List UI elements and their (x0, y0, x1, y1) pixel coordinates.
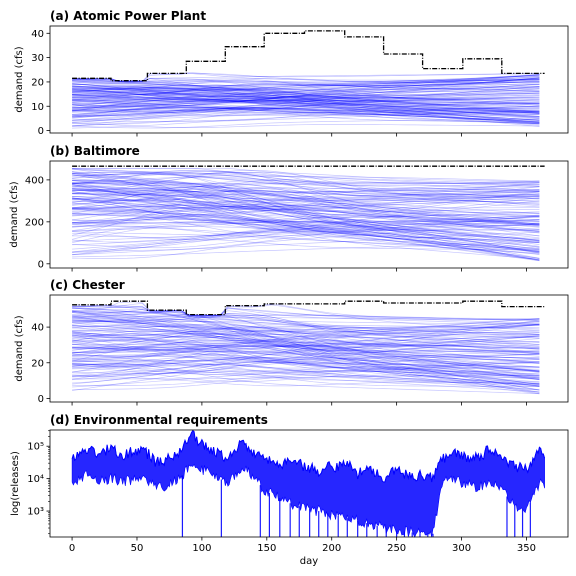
y-tick-label: 400 (25, 175, 44, 186)
x-tick-label: 200 (322, 543, 341, 554)
y-tick-label: 10³ (27, 507, 44, 518)
x-tick-label: 0 (69, 543, 75, 554)
y-tick-label: 40 (31, 29, 44, 40)
panel-d-ylabel: log(releases) (10, 451, 21, 516)
y-tick-label: 10⁴ (27, 474, 44, 485)
x-tick-label: 250 (387, 543, 406, 554)
x-tick-label: 100 (192, 543, 211, 554)
y-tick-label: 20 (31, 358, 44, 369)
y-tick-label: 10 (31, 102, 44, 113)
panel-b-ylabel: demand (cfs) (9, 181, 20, 247)
x-tick-label: 50 (131, 543, 144, 554)
panel-c-title: (c) Chester (50, 278, 125, 292)
y-tick-label: 200 (25, 217, 44, 228)
panel-d-xlabel: day (300, 556, 318, 567)
y-tick-label: 40 (31, 323, 44, 334)
y-tick-label: 0 (38, 259, 44, 270)
x-tick-label: 150 (257, 543, 276, 554)
panel-b-title: (b) Baltimore (50, 144, 140, 158)
x-tick-label: 350 (517, 543, 536, 554)
y-tick-label: 0 (38, 126, 44, 137)
y-tick-label: 0 (38, 394, 44, 405)
y-tick-label: 30 (31, 53, 44, 64)
y-tick-label: 20 (31, 77, 44, 88)
panel-d-title: (d) Environmental requirements (50, 413, 268, 427)
panel-a-title: (a) Atomic Power Plant (50, 9, 206, 23)
panel-a-ylabel: demand (cfs) (14, 46, 25, 112)
panel-c-ylabel: demand (cfs) (14, 315, 25, 381)
y-tick-label: 10⁵ (27, 442, 44, 453)
x-tick-label: 300 (452, 543, 471, 554)
